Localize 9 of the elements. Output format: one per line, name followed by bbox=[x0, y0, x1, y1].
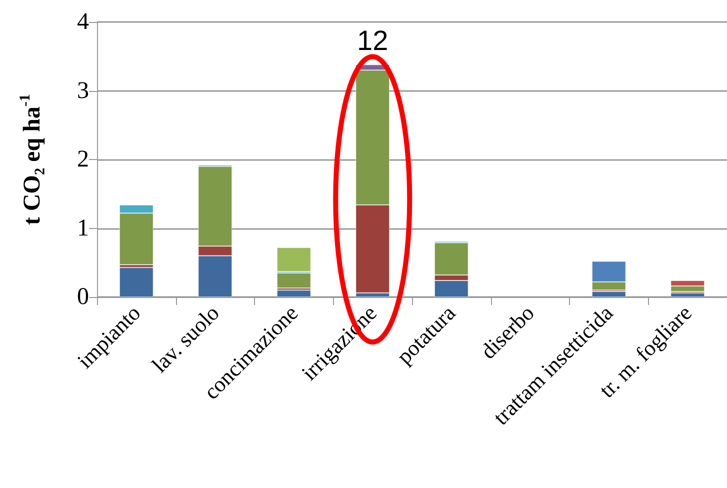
bar bbox=[119, 267, 154, 297]
bar bbox=[276, 290, 311, 297]
y-tick-label: 3 bbox=[77, 78, 89, 104]
y-tick-label: 4 bbox=[77, 9, 89, 35]
y-tick-label: 2 bbox=[77, 146, 89, 172]
annotation: 12 bbox=[357, 25, 388, 56]
y-tick-label: 0 bbox=[77, 284, 89, 310]
y-axis-title: t CO₂ eq ha-1 bbox=[18, 94, 46, 226]
y-tick-label: 1 bbox=[77, 215, 89, 242]
